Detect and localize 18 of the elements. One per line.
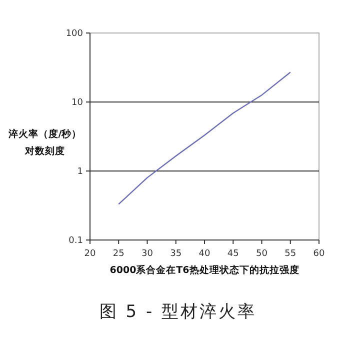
y-tick-label: 0.1: [68, 236, 83, 246]
x-tick-label: 20: [84, 249, 96, 259]
text: 对数刻度: [24, 145, 65, 157]
y-axis-title: 淬火率（度/秒）: [7, 128, 82, 140]
x-tick-label: 45: [227, 249, 239, 259]
y-tick-label: 1: [77, 167, 83, 177]
x-tick-label: 60: [313, 249, 325, 259]
y-tick-label: 10: [72, 98, 84, 108]
x-tick-label: 25: [112, 249, 124, 259]
y-tick-label: 100: [66, 29, 84, 39]
x-tick-label: 35: [170, 249, 182, 259]
x-axis-title: 6000系合金在T6热处理状态下的抗拉强度: [110, 264, 300, 276]
x-tick-label: 40: [198, 249, 210, 259]
x-tick-label: 30: [142, 249, 154, 259]
x-tick-label: 55: [284, 249, 296, 259]
x-tick-label: 50: [256, 249, 268, 259]
line-series: [118, 72, 291, 205]
caption: 图 5 - 型材淬火率: [99, 302, 257, 322]
